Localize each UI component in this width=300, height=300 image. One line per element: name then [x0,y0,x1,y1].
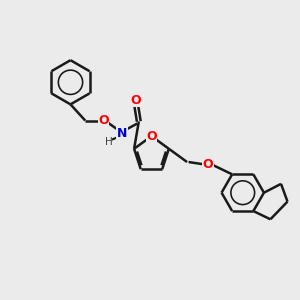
Text: N: N [116,127,127,140]
Text: O: O [202,158,213,171]
Text: H: H [106,137,113,147]
Text: O: O [98,114,109,127]
Text: O: O [146,130,157,143]
Text: O: O [130,94,141,107]
